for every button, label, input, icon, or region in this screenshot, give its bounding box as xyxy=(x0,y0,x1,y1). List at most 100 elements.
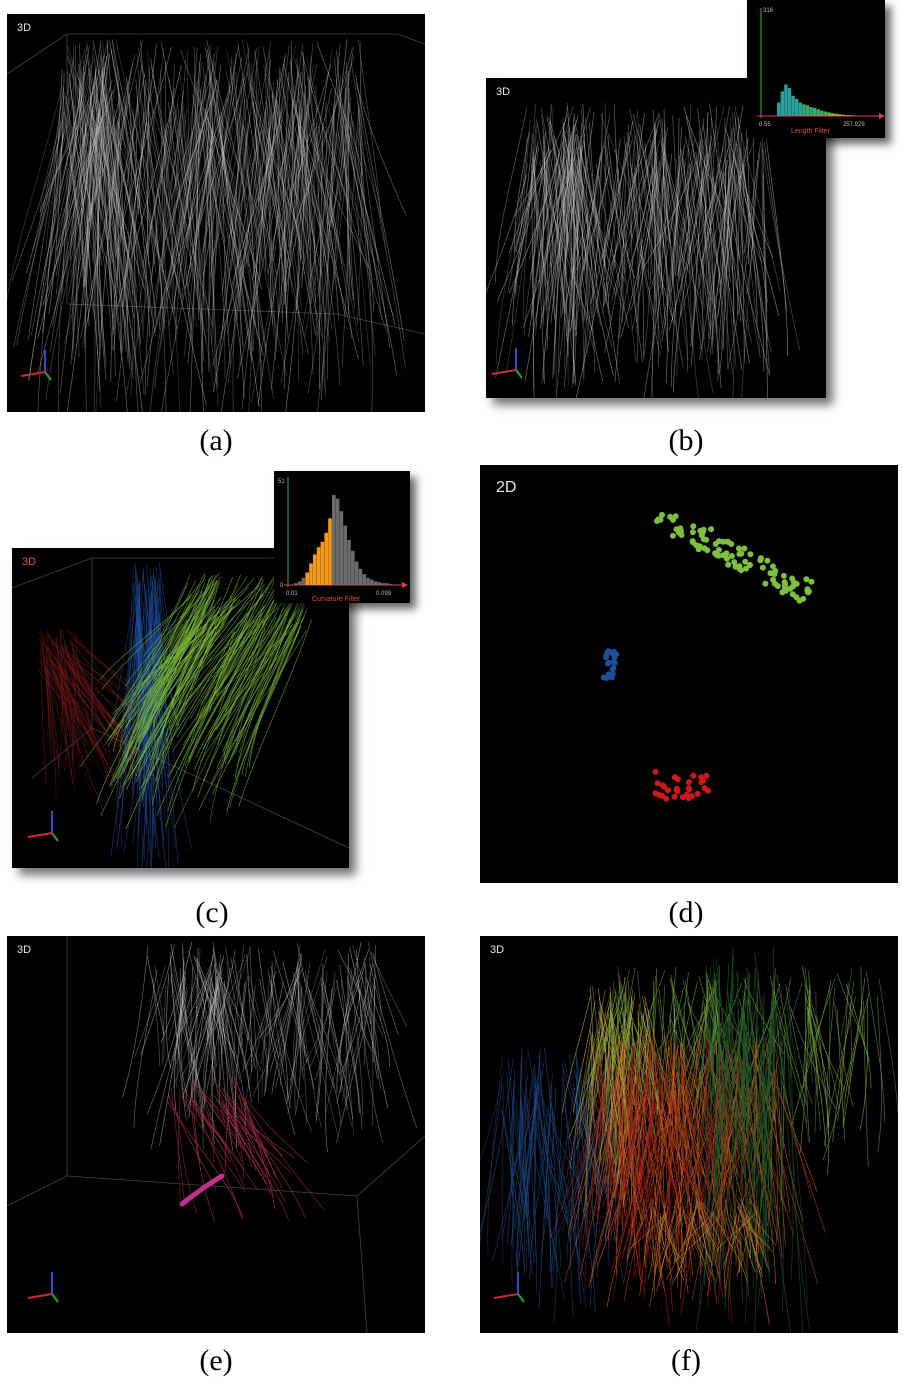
histogram-bar xyxy=(845,115,849,116)
red-cluster xyxy=(652,768,711,802)
orientation-axes-icon xyxy=(27,1272,59,1303)
view-mode-label: 3D xyxy=(22,556,37,568)
histogram-bar xyxy=(313,554,317,585)
fiber-bundle xyxy=(122,941,418,1153)
histogram-bar xyxy=(849,115,853,116)
selected-fiber-bundle xyxy=(167,1076,326,1223)
orientation-axes-icon xyxy=(27,811,59,842)
panel-b: 3D xyxy=(486,78,826,398)
histogram-bar xyxy=(301,577,306,585)
view-mode-label: 2D xyxy=(496,479,517,496)
histogram-bar xyxy=(385,583,389,585)
histogram-bar xyxy=(795,98,799,116)
histogram-bar xyxy=(802,104,806,116)
histogram-bar xyxy=(827,112,831,116)
histogram-bar xyxy=(823,111,828,116)
curvature-filter-histogram[interactable]: 51 0 0.01 0.099 Curvature Filter xyxy=(274,471,410,603)
bounding-box-edge xyxy=(7,33,425,75)
x-axis-arrow-icon xyxy=(402,582,408,588)
x-axis-arrow-icon xyxy=(879,113,885,119)
histogram-bar xyxy=(354,561,359,585)
panel-a: 3D xyxy=(7,14,425,412)
histogram-bar xyxy=(332,495,336,585)
caption-f: (f) xyxy=(671,1344,701,1377)
histogram-bar xyxy=(381,583,385,585)
histogram-bar xyxy=(362,574,366,585)
histogram-bar xyxy=(816,109,820,116)
green-fiber-bundle xyxy=(79,572,312,830)
view-mode-label: 3D xyxy=(490,944,505,956)
histogram-bar xyxy=(809,107,813,116)
histogram-bar xyxy=(777,102,781,116)
length-filter-histogram[interactable]: 316 0.55 257.929 Length Filter xyxy=(747,0,885,138)
view-mode-label: 3D xyxy=(17,944,32,956)
histogram-bar xyxy=(328,518,332,585)
histogram-bar xyxy=(373,581,378,585)
x-max-label: 257.929 xyxy=(843,122,865,128)
view-mode-label: 3D xyxy=(496,86,511,98)
scatter-render-d xyxy=(600,511,815,802)
histogram-bar xyxy=(343,525,347,585)
panel-e: 3D xyxy=(7,936,425,1333)
fiber-bundle xyxy=(486,102,801,398)
caption-e: (e) xyxy=(199,1344,233,1377)
histogram-bar xyxy=(834,113,838,116)
histogram-bar xyxy=(339,511,344,585)
selection-stroke xyxy=(179,1173,225,1207)
histogram-bar xyxy=(316,547,321,585)
bounding-box-edge xyxy=(7,936,68,1207)
fiber-render-e xyxy=(7,936,425,1333)
x-max-label: 0.099 xyxy=(376,591,392,597)
filter-title: Length Filter xyxy=(791,128,831,135)
histogram-bar xyxy=(798,102,802,116)
y-zero-label: 0 xyxy=(280,583,284,589)
y-tick-label: 51 xyxy=(278,479,285,485)
fiber-render-f xyxy=(480,947,898,1333)
histogram-bar xyxy=(831,113,835,116)
filter-title: Curvature Filter xyxy=(312,596,361,603)
histogram-bar xyxy=(791,95,795,116)
fiber-render-b xyxy=(486,102,801,398)
histogram-bar xyxy=(294,583,298,585)
histogram-bar xyxy=(309,563,313,585)
fiber-render-a xyxy=(7,33,425,412)
histogram-bars xyxy=(294,495,393,585)
histogram-bar xyxy=(347,540,351,585)
fiber-render-c xyxy=(12,557,349,868)
view-mode-label: 3D xyxy=(17,22,32,34)
histogram-bar xyxy=(784,84,788,116)
histogram-bar xyxy=(366,577,370,585)
green-cluster xyxy=(654,511,815,604)
blue-cluster xyxy=(600,648,620,681)
fiber-bundle xyxy=(7,39,407,412)
x-min-label: 0.01 xyxy=(286,591,298,597)
histogram-bar xyxy=(838,114,842,116)
panel-d: 2D xyxy=(480,465,898,883)
histogram-bar xyxy=(389,584,393,585)
histogram-bar xyxy=(320,541,325,585)
histogram-svg: 51 0 0.01 0.099 Curvature Filter xyxy=(278,477,408,603)
histogram-bar xyxy=(335,498,340,585)
caption-d: (d) xyxy=(668,896,704,929)
y-tick-label: 316 xyxy=(763,8,774,14)
orientation-axes-icon xyxy=(20,350,52,381)
histogram-bar xyxy=(820,110,824,116)
x-min-label: 0.55 xyxy=(759,122,771,128)
caption-a: (a) xyxy=(199,424,233,457)
bounding-box-edge xyxy=(356,1195,368,1333)
histogram-bar xyxy=(324,532,328,585)
tan-fiber-bundle xyxy=(626,1196,777,1296)
bounding-box-edge xyxy=(66,34,425,335)
histogram-bar xyxy=(813,107,817,116)
dark-green-fiber-bundle xyxy=(680,947,811,1333)
histogram-bar xyxy=(305,572,309,585)
histogram-bar xyxy=(370,579,374,585)
histogram-bar xyxy=(841,114,846,116)
caption-c: (c) xyxy=(195,896,229,929)
histogram-bar xyxy=(787,88,792,116)
histogram-bar xyxy=(805,105,810,116)
caption-b: (b) xyxy=(668,424,704,457)
orientation-axes-icon xyxy=(493,1272,525,1303)
histogram-bars xyxy=(777,84,856,116)
histogram-bar xyxy=(351,550,355,585)
